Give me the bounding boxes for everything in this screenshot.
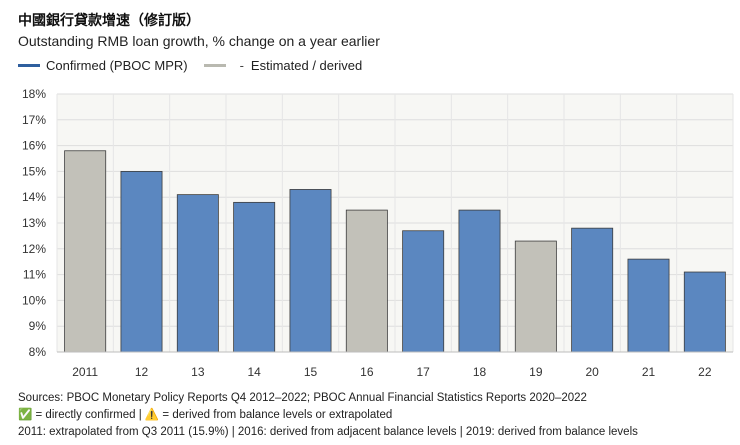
footer-key: ✅ = directly confirmed | ⚠️ = derived fr… bbox=[18, 409, 393, 421]
legend-item-confirmed: Confirmed (PBOC MPR) bbox=[18, 58, 188, 73]
bar-confirmed bbox=[176, 194, 219, 353]
chart-title: 中國銀行貸款增速（修訂版） bbox=[18, 12, 200, 28]
x-tick-label: 19 bbox=[529, 365, 543, 379]
y-tick-label: 18% bbox=[22, 87, 46, 101]
x-tick-label: 13 bbox=[191, 365, 205, 379]
x-tick-label: 21 bbox=[642, 365, 656, 379]
x-tick-label: 2011 bbox=[72, 365, 98, 379]
y-tick-label: 13% bbox=[22, 216, 46, 230]
x-tick-label: 22 bbox=[698, 365, 712, 379]
legend-item-estimated: - Estimated / derived bbox=[203, 58, 363, 73]
y-tick-label: 11% bbox=[23, 268, 46, 282]
legend-label-confirmed: Confirmed (PBOC MPR) bbox=[46, 58, 188, 73]
y-tick-label: 17% bbox=[22, 113, 46, 127]
x-tick-label: 15 bbox=[304, 365, 318, 379]
footer-notes: 2011: extrapolated from Q3 2011 (15.9%) … bbox=[18, 426, 638, 438]
bar-confirmed bbox=[571, 227, 614, 353]
y-tick-label: 12% bbox=[22, 242, 46, 256]
chart-footer: Sources: PBOC Monetary Policy Reports Q4… bbox=[18, 390, 638, 441]
y-tick-label: 8% bbox=[29, 345, 47, 359]
x-tick-label: 12 bbox=[135, 365, 149, 379]
y-tick-label: 16% bbox=[22, 139, 46, 153]
legend-swatch-estimated bbox=[203, 64, 226, 67]
bar-confirmed bbox=[233, 201, 276, 353]
bar-confirmed bbox=[289, 189, 332, 353]
bar-chart: 8% 9% 10% 11% 12% 13% 14% 15% 16% 17% 18% 2011 12 13 1… bbox=[22, 87, 734, 379]
bar-confirmed bbox=[402, 230, 445, 353]
y-tick-label: 15% bbox=[22, 164, 46, 178]
y-tick-label: 10% bbox=[22, 293, 46, 307]
legend-label-estimated: Estimated / derived bbox=[250, 58, 363, 73]
legend: Confirmed (PBOC MPR) - Estimated / deriv… bbox=[18, 58, 378, 73]
bar-estimated bbox=[514, 240, 557, 353]
footer-sources: Sources: PBOC Monetary Policy Reports Q4… bbox=[18, 392, 587, 404]
legend-swatch-confirmed bbox=[18, 64, 40, 67]
bar-confirmed bbox=[120, 171, 163, 353]
bar-estimated bbox=[345, 209, 388, 353]
legend-dash: - bbox=[239, 58, 244, 73]
x-tick-label: 16 bbox=[360, 365, 374, 379]
chart-subtitle: Outstanding RMB loan growth, % change on… bbox=[18, 33, 380, 49]
bar-confirmed bbox=[458, 209, 501, 353]
bar-confirmed bbox=[683, 271, 726, 353]
x-tick-label: 20 bbox=[585, 365, 599, 379]
bar-confirmed bbox=[627, 258, 670, 353]
y-tick-label: 9% bbox=[29, 319, 47, 333]
y-tick-label: 14% bbox=[22, 190, 46, 204]
x-tick-label: 14 bbox=[247, 365, 261, 379]
bar-estimated bbox=[64, 150, 107, 353]
x-tick-label: 17 bbox=[416, 365, 430, 379]
x-tick-label: 18 bbox=[473, 365, 487, 379]
